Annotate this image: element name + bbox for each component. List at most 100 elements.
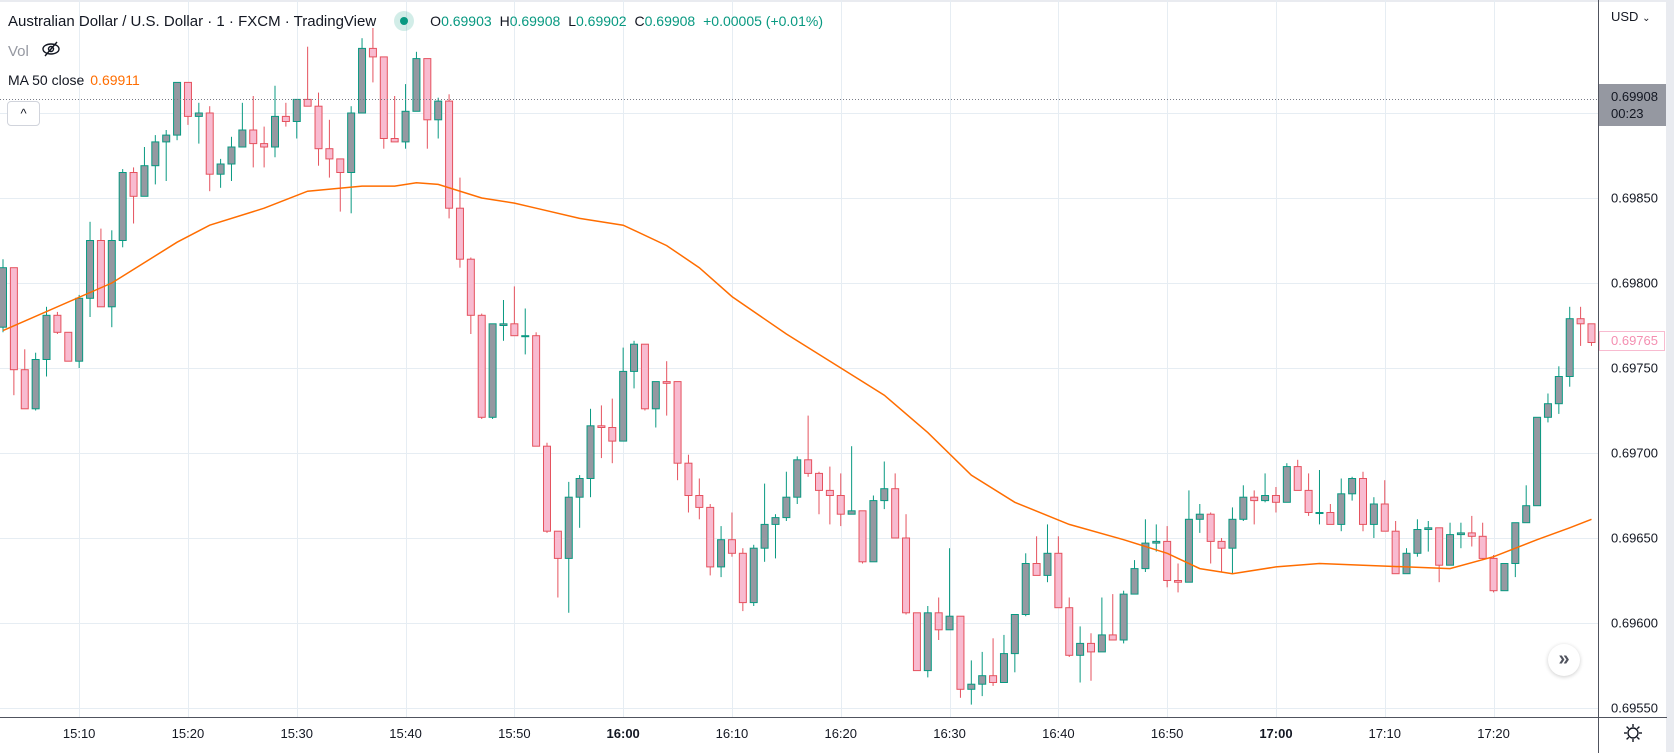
candle xyxy=(292,98,301,139)
volume-legend[interactable]: Vol xyxy=(8,41,61,61)
candle-body xyxy=(9,267,18,371)
eye-off-icon[interactable] xyxy=(41,41,61,61)
candle xyxy=(1043,524,1052,583)
candle xyxy=(368,28,377,83)
candle-body xyxy=(902,537,911,614)
chart-settings-button[interactable] xyxy=(1598,717,1667,753)
candle-body xyxy=(107,240,116,308)
candle-body xyxy=(64,331,73,362)
candle xyxy=(934,597,943,640)
candle xyxy=(1119,590,1128,644)
time-axis[interactable]: 15:10 15:20 15:30 15:40 15:50 16:00 16:10 16:20… xyxy=(0,717,1598,753)
candle xyxy=(64,331,73,362)
collapse-legend-button[interactable]: ^ xyxy=(7,101,40,126)
candle xyxy=(989,638,998,686)
candle-body xyxy=(1032,563,1041,576)
candle-body xyxy=(782,496,791,519)
ma-legend[interactable]: MA 50 close 0.69911 xyxy=(8,72,140,88)
candle-body xyxy=(1402,552,1411,575)
candle xyxy=(466,257,475,334)
candle-body xyxy=(597,425,606,428)
low-label: L xyxy=(568,13,576,29)
candle-body xyxy=(1054,552,1063,609)
candle-body xyxy=(1533,416,1542,507)
candle xyxy=(1065,597,1074,657)
top-border xyxy=(0,0,1674,2)
candle xyxy=(1130,560,1139,595)
candle-body xyxy=(1467,532,1476,537)
candle-body xyxy=(836,495,845,515)
price-axis[interactable]: USD ⌄ 0.69850 0.69800 0.69750 0.69700 0.6965… xyxy=(1598,0,1667,717)
candle xyxy=(1163,526,1172,588)
candle xyxy=(1565,306,1574,387)
price-tick-label: 0.69700 xyxy=(1611,445,1658,461)
grid-lines xyxy=(0,0,1598,717)
candle-body xyxy=(999,653,1008,683)
candle-body xyxy=(1119,593,1128,641)
candle xyxy=(640,343,649,411)
gear-icon[interactable] xyxy=(1623,723,1643,748)
candle-body xyxy=(1282,466,1291,503)
candle-body xyxy=(608,427,617,442)
candle xyxy=(1380,480,1389,532)
candle-body xyxy=(1043,552,1052,576)
candle xyxy=(1250,490,1259,525)
time-tick-label: 16:10 xyxy=(715,726,749,741)
candle-body xyxy=(847,510,856,515)
candle-body xyxy=(880,488,889,502)
candle-body xyxy=(575,478,584,498)
candle xyxy=(695,478,704,520)
candle-body xyxy=(1108,634,1117,641)
candles xyxy=(0,28,1596,705)
candle-body xyxy=(183,81,192,117)
candle-body xyxy=(1293,466,1302,491)
candlestick-chart[interactable] xyxy=(0,0,1598,717)
candle-body xyxy=(271,115,279,148)
candle-body xyxy=(804,459,813,474)
candle-body xyxy=(401,110,410,143)
candle xyxy=(151,135,160,185)
candle-body xyxy=(967,683,976,690)
candle-body xyxy=(205,112,214,175)
price-tick-label: 0.69850 xyxy=(1611,190,1658,206)
candle-body xyxy=(477,314,486,418)
candle xyxy=(107,230,116,328)
candle-body xyxy=(684,462,693,497)
current-price-label: 0.69908 00:23 xyxy=(1599,84,1667,126)
candle xyxy=(42,306,51,377)
chevron-down-icon: ⌄ xyxy=(1642,13,1651,24)
candle-body xyxy=(347,112,356,173)
time-tick-label: 17:00 xyxy=(1259,726,1293,741)
candle xyxy=(999,634,1008,683)
candle-body xyxy=(1500,563,1509,592)
candle xyxy=(1271,487,1280,513)
candle-body xyxy=(1554,376,1563,405)
time-tick-label: 15:30 xyxy=(280,726,314,741)
candle-body xyxy=(1010,614,1019,655)
candle xyxy=(249,96,258,168)
candle xyxy=(303,46,312,107)
candle-body xyxy=(379,56,388,139)
candle-body xyxy=(1097,634,1106,653)
candle-body xyxy=(825,489,834,496)
candle-body xyxy=(140,165,149,197)
candle xyxy=(1108,594,1117,641)
candle-body xyxy=(216,163,225,175)
candle xyxy=(1446,522,1455,566)
candle-body xyxy=(662,381,671,384)
candle-body xyxy=(1326,512,1335,525)
candle xyxy=(760,483,769,562)
candle xyxy=(86,221,95,317)
currency-selector[interactable]: USD ⌄ xyxy=(1611,9,1650,24)
candle-body xyxy=(1163,540,1172,582)
candle xyxy=(1500,563,1509,592)
candle-body xyxy=(466,258,475,316)
candle xyxy=(1554,366,1563,414)
candle-body xyxy=(956,615,965,690)
ma-value: 0.69911 xyxy=(90,72,140,88)
scroll-to-realtime-button[interactable]: » xyxy=(1548,644,1580,676)
candle-body xyxy=(1152,540,1161,544)
symbol-title[interactable]: Australian Dollar / U.S. Dollar · 1 · FX… xyxy=(8,12,377,30)
candle-body xyxy=(42,314,51,360)
candle xyxy=(118,169,127,248)
